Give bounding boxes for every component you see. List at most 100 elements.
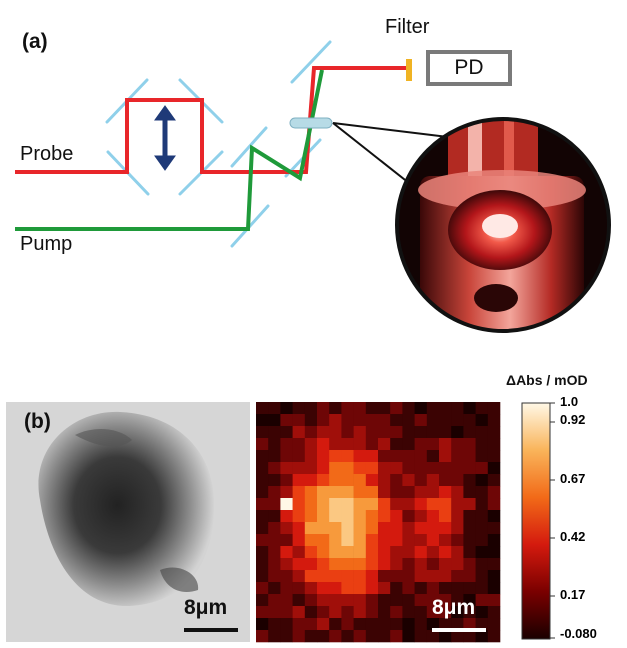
imaging-panel [6, 402, 555, 643]
heatmap-pixel [439, 510, 452, 523]
heatmap-pixel [487, 594, 501, 607]
heatmap-pixel [414, 630, 428, 643]
heatmap-pixel [365, 474, 379, 487]
heatmap-pixel [439, 582, 452, 595]
heatmap-pixel [329, 582, 342, 595]
mirror-top [290, 40, 332, 84]
heatmap-pixel [280, 486, 293, 499]
heatmap-pixel [353, 474, 367, 487]
heatmap-pixel [426, 486, 440, 499]
heatmap-pixel [353, 426, 367, 439]
heatmap-pixel [402, 438, 415, 451]
heatmap-pixel [353, 462, 367, 475]
heatmap-pixel [317, 438, 330, 451]
heatmap-pixel [439, 498, 452, 511]
heatmap-pixel [353, 450, 367, 463]
heatmap-pixel [439, 426, 452, 439]
heatmap-pixel [353, 486, 367, 499]
pump-beam [15, 69, 324, 231]
heatmap-pixel [475, 618, 489, 631]
heatmap-pixel [378, 570, 391, 583]
heatmap-pixel [341, 570, 354, 583]
colorbar-tick-label: 0.17 [560, 587, 586, 602]
heatmap-pixel [329, 474, 342, 487]
heatmap-pixel [292, 558, 306, 571]
heatmap-pixel [280, 546, 293, 559]
heatmap-pixel [341, 522, 354, 535]
heatmap-pixel [475, 570, 489, 583]
heatmap-pixel [317, 630, 330, 643]
heatmap-pixel [304, 474, 318, 487]
heatmap-pixel [317, 402, 330, 415]
colorbar-title: ΔAbs / mOD [506, 372, 588, 388]
heatmap-pixel [317, 582, 330, 595]
heatmap-pixel [353, 570, 367, 583]
heatmap-pixel [463, 402, 476, 415]
heatmap-pixel [439, 462, 452, 475]
heatmap-pixel [304, 402, 318, 415]
heatmap-pixel [329, 426, 342, 439]
heatmap-pixel [280, 462, 293, 475]
heatmap-pixel [341, 426, 354, 439]
heatmap-pixel [402, 498, 415, 511]
heatmap-pixel [414, 534, 428, 547]
heatmap-pixel [268, 510, 281, 523]
heatmap-pixel [487, 522, 501, 535]
probe-beam [15, 66, 412, 174]
heatmap-pixel [390, 594, 403, 607]
heatmap-pixel [329, 414, 342, 427]
heatmap-pixel [451, 450, 464, 463]
heatmap-pixel [463, 534, 476, 547]
left-scalebar-text: 8μm [184, 596, 228, 619]
heatmap-pixel [256, 630, 269, 643]
heatmap-pixel [463, 546, 476, 559]
sample-cuvette [289, 117, 333, 129]
heatmap-pixel [463, 618, 476, 631]
heatmap-pixel [365, 618, 379, 631]
heatmap-pixel [463, 606, 476, 619]
heatmap-pixel [402, 402, 415, 415]
heatmap-pixel [256, 594, 269, 607]
heatmap-pixel [329, 546, 342, 559]
heatmap-pixel [414, 402, 428, 415]
heatmap-pixel [317, 570, 330, 583]
heatmap-pixel [341, 486, 354, 499]
heatmap-pixel [365, 534, 379, 547]
heatmap-pixel [414, 570, 428, 583]
heatmap-pixel [426, 534, 440, 547]
heatmap-pixel [451, 582, 464, 595]
heatmap-pixel [402, 570, 415, 583]
heatmap-pixel [268, 486, 281, 499]
heatmap-pixel [365, 522, 379, 535]
heatmap-pixel [378, 474, 391, 487]
heatmap-pixel [439, 474, 452, 487]
heatmap-pixel [414, 486, 428, 499]
heatmap-pixel [390, 546, 403, 559]
colorbar-tick-label: -0.080 [560, 626, 597, 641]
heatmap-pixel [268, 426, 281, 439]
heatmap-pixel [414, 510, 428, 523]
heatmap-pixel [426, 438, 440, 451]
heatmap-pixel [390, 486, 403, 499]
heatmap-pixel [475, 594, 489, 607]
heatmap-pixel [439, 402, 452, 415]
heatmap-pixel [378, 438, 391, 451]
heatmap-pixel [487, 558, 501, 571]
heatmap-pixel [475, 402, 489, 415]
heatmap-pixel [463, 594, 476, 607]
heatmap-pixel [304, 582, 318, 595]
heatmap-pixel [341, 402, 354, 415]
heatmap-pixel [268, 534, 281, 547]
heatmap-pixel [414, 618, 428, 631]
heatmap-pixel [451, 522, 464, 535]
heatmap-pixel [292, 546, 306, 559]
heatmap-pixel [341, 510, 354, 523]
heatmap-pixel [463, 510, 476, 523]
heatmap-pixel [304, 462, 318, 475]
heatmap-pixel [475, 438, 489, 451]
heatmap-pixel [414, 474, 428, 487]
heatmap-pixel [402, 558, 415, 571]
heatmap-pixel [317, 522, 330, 535]
heatmap-pixel [317, 558, 330, 571]
heatmap-pixel [292, 486, 306, 499]
